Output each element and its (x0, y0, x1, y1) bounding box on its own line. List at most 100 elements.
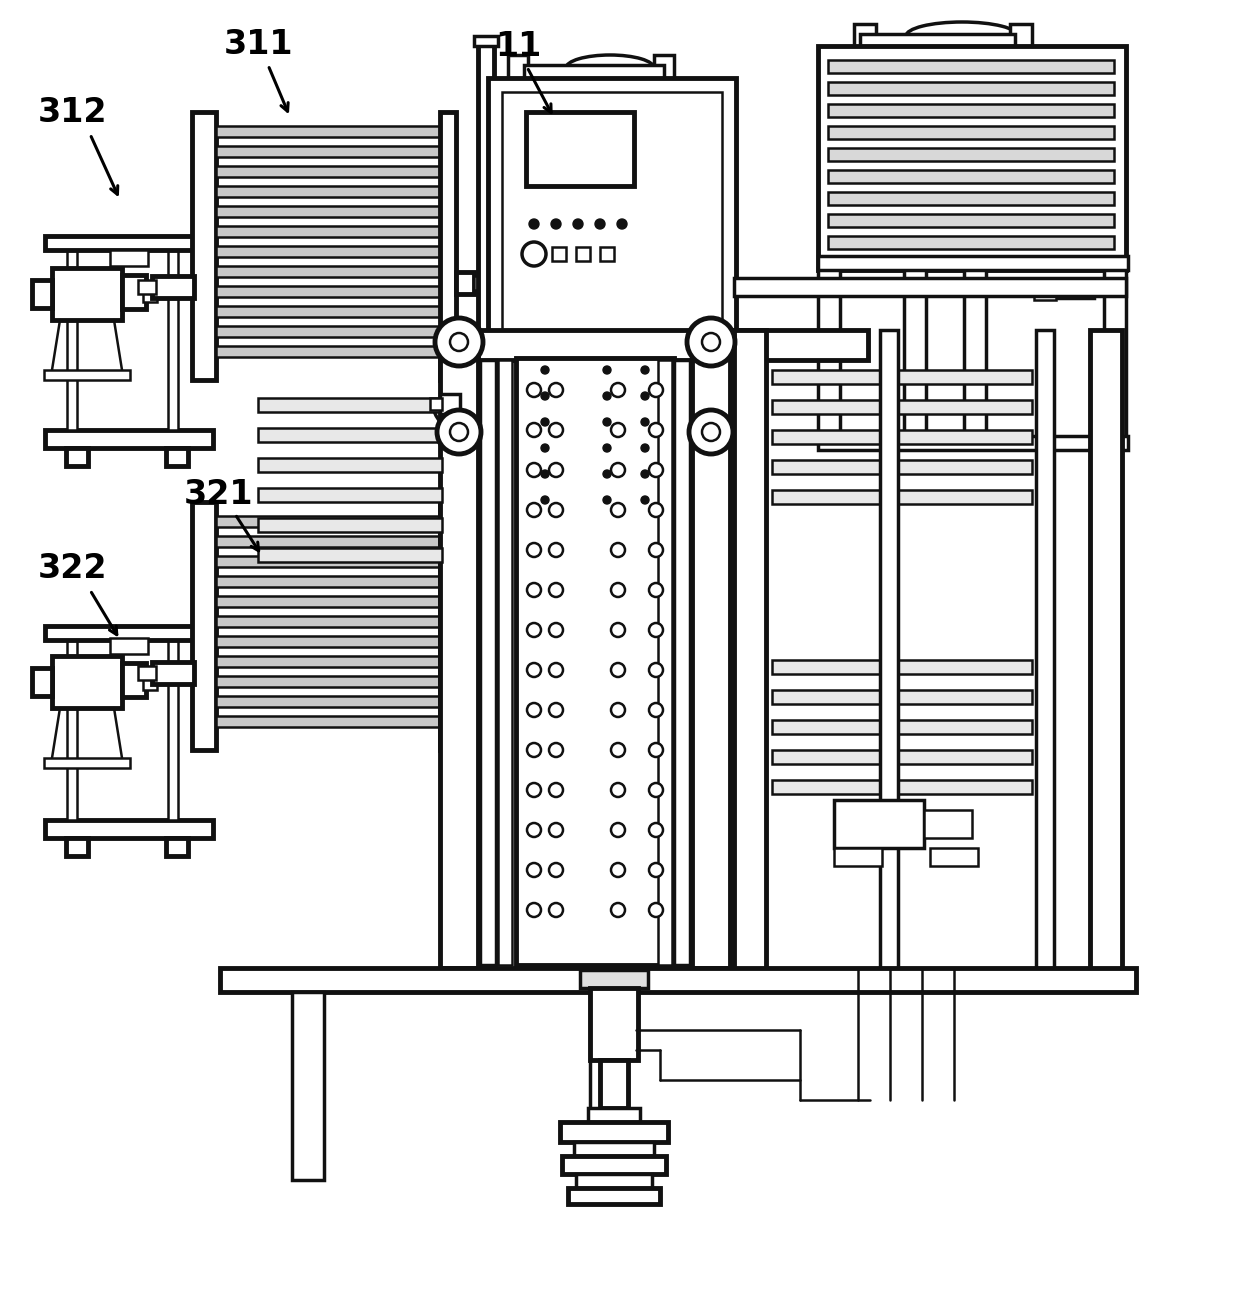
Bar (440, 330, 868, 360)
Bar (143, 282, 157, 302)
Circle shape (611, 823, 625, 837)
Text: 311: 311 (223, 28, 293, 62)
Bar (828, 60, 1114, 72)
Bar (440, 393, 460, 414)
Bar (818, 436, 1128, 450)
Circle shape (649, 743, 663, 757)
Bar (216, 656, 440, 666)
Bar (568, 1188, 660, 1203)
Bar (773, 719, 1032, 734)
Bar (773, 459, 1032, 474)
Bar (216, 597, 440, 607)
Circle shape (603, 470, 611, 477)
Circle shape (687, 318, 735, 366)
Bar (216, 246, 440, 258)
Bar (1034, 286, 1056, 300)
Bar (474, 36, 498, 47)
Circle shape (641, 418, 649, 426)
Circle shape (527, 783, 541, 797)
Bar (166, 448, 188, 466)
Circle shape (527, 503, 541, 518)
Bar (477, 38, 494, 949)
Bar (52, 656, 122, 708)
Bar (854, 25, 875, 50)
Circle shape (689, 410, 733, 454)
Circle shape (549, 622, 563, 637)
Bar (675, 360, 689, 965)
Circle shape (649, 463, 663, 477)
Circle shape (641, 444, 649, 452)
Bar (574, 1143, 653, 1156)
Bar (653, 56, 675, 82)
Circle shape (549, 743, 563, 757)
Bar (45, 626, 213, 641)
Circle shape (549, 903, 563, 917)
Circle shape (649, 823, 663, 837)
Bar (32, 668, 52, 696)
Bar (560, 1122, 668, 1143)
Bar (1054, 280, 1094, 298)
Circle shape (573, 219, 583, 229)
Bar (192, 113, 216, 380)
Circle shape (649, 622, 663, 637)
Bar (216, 146, 440, 157)
Bar (828, 192, 1114, 204)
Bar (828, 104, 1114, 116)
Bar (580, 970, 649, 989)
Bar (258, 458, 441, 472)
Bar (828, 126, 1114, 138)
Bar (600, 247, 614, 261)
Circle shape (549, 663, 563, 677)
Circle shape (527, 584, 541, 597)
Bar (153, 276, 193, 298)
Bar (143, 670, 157, 690)
Bar (216, 166, 440, 177)
Circle shape (595, 219, 605, 229)
Circle shape (435, 318, 484, 366)
Bar (828, 82, 1114, 94)
Bar (588, 1108, 640, 1122)
Bar (122, 663, 146, 697)
Bar (67, 248, 77, 430)
Bar (216, 286, 440, 298)
Circle shape (611, 743, 625, 757)
Circle shape (611, 584, 625, 597)
Circle shape (649, 584, 663, 597)
Bar (216, 186, 440, 197)
Bar (773, 430, 1032, 444)
Bar (692, 358, 730, 968)
Bar (216, 305, 440, 317)
Bar (924, 810, 972, 839)
Circle shape (611, 903, 625, 917)
Circle shape (641, 392, 649, 400)
Bar (734, 330, 766, 970)
Circle shape (649, 903, 663, 917)
Bar (904, 268, 926, 437)
Bar (835, 800, 924, 848)
Bar (216, 226, 440, 237)
Bar (773, 751, 1032, 763)
Circle shape (702, 333, 720, 351)
Circle shape (549, 383, 563, 397)
Circle shape (527, 622, 541, 637)
Circle shape (549, 823, 563, 837)
Bar (258, 518, 441, 532)
Circle shape (522, 242, 546, 267)
Bar (258, 428, 441, 443)
Text: 321: 321 (184, 477, 253, 511)
Bar (828, 170, 1114, 182)
Bar (43, 370, 130, 380)
Bar (258, 547, 441, 562)
Bar (600, 1060, 627, 1108)
Bar (216, 576, 440, 587)
Circle shape (549, 863, 563, 877)
Bar (516, 358, 675, 965)
Circle shape (450, 333, 467, 351)
Bar (291, 992, 324, 1180)
Circle shape (603, 418, 611, 426)
Circle shape (549, 423, 563, 437)
Bar (66, 839, 88, 857)
Bar (516, 360, 538, 965)
Bar (440, 113, 456, 380)
Circle shape (529, 219, 539, 229)
